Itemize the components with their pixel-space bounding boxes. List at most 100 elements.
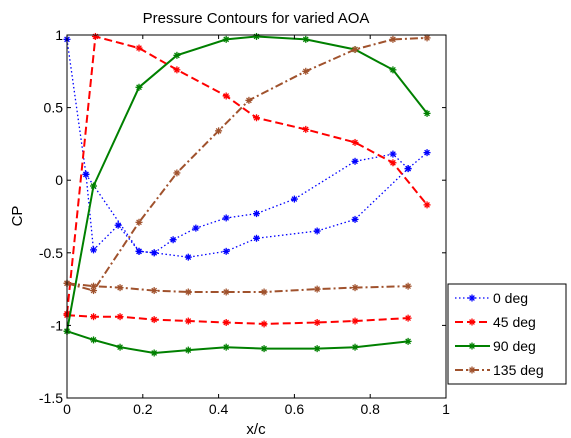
data-point: [222, 318, 230, 326]
data-point: [404, 282, 412, 290]
data-point: [423, 109, 431, 117]
data-point: [313, 318, 321, 326]
data-point: [389, 66, 397, 74]
data-point: [313, 227, 321, 235]
data-point: [135, 83, 143, 91]
legend-item-45-deg: 45 deg: [455, 314, 536, 330]
legend-label: 135 deg: [493, 362, 544, 378]
series-line-lower: [85, 168, 409, 258]
legend-label: 0 deg: [493, 290, 528, 306]
y-tick-label: -1: [51, 317, 64, 333]
legend-item-135-deg: 135 deg: [455, 362, 544, 378]
legend-marker: [468, 342, 476, 350]
data-point: [351, 215, 359, 223]
x-tick-label: 1: [442, 401, 450, 417]
data-point: [404, 337, 412, 345]
data-point: [135, 218, 143, 226]
data-point: [116, 313, 124, 321]
data-point: [90, 282, 98, 290]
data-point: [184, 288, 192, 296]
data-point: [389, 150, 397, 158]
data-point: [192, 224, 200, 232]
legend-entries: 0 deg 45 deg 90 deg 135 deg: [455, 290, 544, 378]
data-point: [389, 35, 397, 43]
legend-marker: [468, 366, 476, 374]
data-point: [173, 66, 181, 74]
data-point: [222, 214, 230, 222]
data-point: [404, 165, 412, 173]
data-point: [173, 51, 181, 59]
data-point: [184, 317, 192, 325]
x-tick-label: 0.2: [133, 401, 153, 417]
data-point: [351, 138, 359, 146]
data-point: [302, 67, 310, 75]
data-point: [253, 234, 260, 242]
series-line-upper: [66, 36, 428, 292]
series-line-upper: [66, 39, 428, 254]
data-point: [169, 236, 177, 244]
data-point: [90, 182, 98, 190]
x-tick-label: 0.4: [209, 401, 229, 417]
y-tick-label: 0.5: [44, 100, 64, 116]
data-point: [313, 345, 321, 353]
legend-marker: [468, 294, 476, 302]
series-135-deg: [63, 34, 431, 296]
data-point: [116, 343, 124, 351]
data-point: [351, 157, 359, 165]
legend: 0 deg 45 deg 90 deg 135 deg: [447, 283, 567, 385]
data-point: [173, 169, 181, 177]
y-tick-label: -0.5: [39, 245, 63, 261]
plot-area-frame: [66, 34, 447, 399]
data-point: [351, 317, 359, 325]
data-point: [313, 285, 321, 293]
series-0-deg: [63, 35, 431, 261]
x-tick-label: 0: [63, 401, 71, 417]
data-point: [302, 35, 310, 43]
x-tick-label: 0.6: [285, 401, 305, 417]
data-point: [222, 343, 230, 351]
legend-label: 45 deg: [493, 314, 536, 330]
data-point: [135, 44, 143, 52]
data-point: [150, 316, 158, 324]
series-line-lower: [66, 330, 409, 355]
y-tick-label: 1: [55, 27, 63, 43]
data-point: [423, 34, 431, 42]
data-point: [135, 247, 143, 255]
series-layer: [63, 32, 431, 357]
data-point: [222, 92, 230, 100]
data-point: [184, 253, 192, 261]
y-axis-ticks: -1.5 -1 -0.5 0 0.5 1: [39, 27, 446, 406]
legend-label: 90 deg: [493, 338, 536, 354]
data-point: [253, 210, 260, 218]
data-point: [351, 46, 359, 54]
legend-box: [447, 283, 567, 385]
data-point: [423, 149, 431, 157]
data-point: [302, 125, 310, 133]
data-point: [222, 247, 230, 255]
series-line-lower: [66, 314, 409, 325]
data-point: [222, 288, 230, 296]
data-point: [290, 195, 298, 203]
x-tick-label: 0.8: [360, 401, 380, 417]
data-point: [404, 314, 412, 322]
data-point: [351, 284, 359, 292]
data-point: [90, 246, 98, 254]
data-point: [260, 345, 268, 353]
series-line-upper: [66, 35, 428, 314]
data-point: [116, 284, 124, 292]
data-point: [389, 159, 397, 167]
data-point: [253, 32, 260, 40]
data-point: [91, 32, 99, 40]
legend-item-0-deg: 0 deg: [455, 290, 528, 306]
series-line-lower: [66, 282, 409, 293]
series-90-deg: [63, 32, 431, 357]
y-tick-label: 0: [55, 172, 63, 188]
legend-item-90-deg: 90 deg: [455, 338, 536, 354]
data-point: [150, 287, 158, 295]
y-axis-label: CP: [9, 206, 26, 227]
series-line-upper: [66, 35, 428, 332]
data-point: [423, 201, 431, 209]
data-point: [351, 343, 359, 351]
data-point: [215, 127, 223, 135]
